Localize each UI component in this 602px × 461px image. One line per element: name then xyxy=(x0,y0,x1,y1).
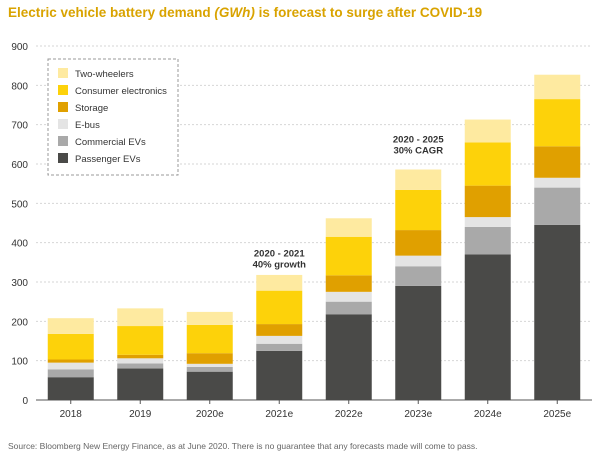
bar-segment xyxy=(117,326,164,355)
bar-segment xyxy=(117,308,164,327)
legend-swatch xyxy=(58,102,68,112)
bar-segment xyxy=(256,290,303,325)
bar-segment xyxy=(47,333,94,360)
x-tick-label: 2018 xyxy=(60,409,83,420)
legend-box xyxy=(47,58,179,176)
bar-segment xyxy=(47,318,94,334)
source-note: Source: Bloomberg New Energy Finance, as… xyxy=(8,441,478,451)
bar-segment xyxy=(464,185,511,218)
bar-segment xyxy=(534,74,581,100)
legend-swatch xyxy=(58,136,68,146)
bar-segment xyxy=(534,224,581,400)
legend-label: Passenger EVs xyxy=(75,154,141,165)
bar-segment xyxy=(186,353,233,364)
bar-segment xyxy=(395,189,442,231)
x-tick-label: 2024e xyxy=(474,409,502,420)
y-tick-label: 700 xyxy=(11,121,28,132)
legend-swatch xyxy=(58,85,68,95)
title-prefix: Electric vehicle battery demand xyxy=(8,5,215,20)
bar-segment xyxy=(186,311,233,325)
legend-label: Two-wheelers xyxy=(75,69,134,80)
bar-segment xyxy=(325,301,372,315)
bar-segment xyxy=(325,291,372,302)
bar-segment xyxy=(395,266,442,286)
y-tick-label: 0 xyxy=(22,396,28,407)
legend-label: Consumer electronics xyxy=(75,86,167,97)
bar-segment xyxy=(256,274,303,291)
legend-label: E-bus xyxy=(75,120,100,131)
bar-segment xyxy=(464,119,511,143)
y-tick-label: 200 xyxy=(11,317,28,328)
bar-segment xyxy=(186,366,233,372)
annotation-text: 40% growth xyxy=(253,259,307,270)
y-tick-label: 900 xyxy=(11,42,28,53)
legend-swatch xyxy=(58,119,68,129)
y-tick-label: 400 xyxy=(11,239,28,250)
bar-segment xyxy=(256,324,303,336)
y-tick-label: 600 xyxy=(11,160,28,171)
bar-segment xyxy=(464,217,511,227)
x-tick-label: 2025e xyxy=(543,409,571,420)
bar-segment xyxy=(395,255,442,267)
bar-segment xyxy=(534,99,581,147)
legend-swatch xyxy=(58,68,68,78)
bar-segment xyxy=(117,368,164,400)
title-unit: (GWh) xyxy=(214,5,255,20)
x-tick-label: 2022e xyxy=(335,409,363,420)
bar-segment xyxy=(464,142,511,186)
bar-segment xyxy=(325,275,372,292)
bar-segment xyxy=(256,343,303,351)
bar-segment xyxy=(47,362,94,370)
bar-segment xyxy=(117,363,164,369)
annotation-text: 30% CAGR xyxy=(393,145,443,156)
bar-segment xyxy=(186,324,233,354)
bar-segment xyxy=(534,187,581,225)
bar-segment xyxy=(186,363,233,367)
y-tick-label: 300 xyxy=(11,278,28,289)
bar-segment xyxy=(395,230,442,256)
bar-segment xyxy=(534,177,581,188)
legend-swatch xyxy=(58,153,68,163)
bar-segment xyxy=(534,146,581,178)
bar-segment xyxy=(325,314,372,400)
bar-segment xyxy=(47,377,94,400)
x-tick-label: 2023e xyxy=(404,409,432,420)
y-tick-label: 500 xyxy=(11,199,28,210)
x-tick-label: 2021e xyxy=(265,409,293,420)
bar-segment xyxy=(117,358,164,364)
bar-segment xyxy=(395,169,442,190)
legend-label: Commercial EVs xyxy=(75,137,146,148)
chart-title: Electric vehicle battery demand (GWh) is… xyxy=(8,5,482,20)
y-tick-label: 800 xyxy=(11,81,28,92)
y-tick-label: 100 xyxy=(11,357,28,368)
annotation-text: 2020 - 2021 xyxy=(254,248,305,259)
x-tick-label: 2019 xyxy=(129,409,152,420)
bar-segment xyxy=(47,359,94,363)
bar-segment xyxy=(464,254,511,400)
bar-segment xyxy=(256,350,303,400)
bar-segment xyxy=(395,285,442,400)
x-tick-label: 2020e xyxy=(196,409,224,420)
bar-segment xyxy=(256,335,303,344)
legend-label: Storage xyxy=(75,103,108,114)
title-suffix: is forecast to surge after COVID-19 xyxy=(254,5,483,20)
annotation-text: 2020 - 2025 xyxy=(393,134,444,145)
bar-segment xyxy=(464,226,511,255)
bar-segment xyxy=(325,218,372,237)
bar-segment xyxy=(117,354,164,359)
bar-segment xyxy=(186,371,233,400)
bar-segment xyxy=(325,236,372,276)
bar-segment xyxy=(47,369,94,378)
